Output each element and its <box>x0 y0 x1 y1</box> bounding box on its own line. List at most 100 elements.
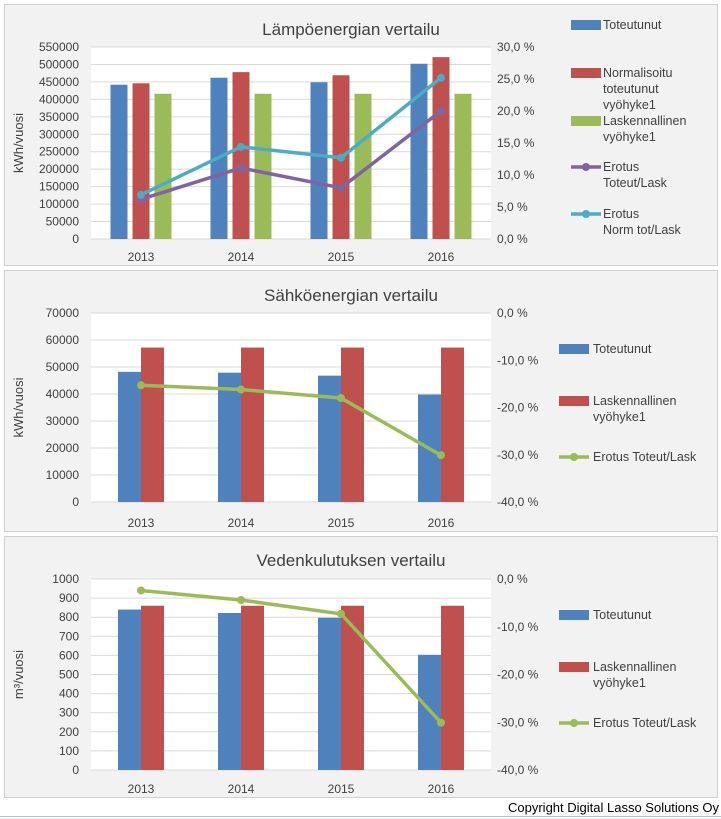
plot-area <box>91 47 491 239</box>
y-tick-label: 1000 <box>52 572 79 586</box>
y2-tick-label: 0,0 % <box>497 306 528 320</box>
data-point <box>437 107 445 115</box>
y-tick-label: 700 <box>59 629 79 643</box>
legend-label: vyöhyke1 <box>593 676 646 690</box>
bar <box>341 605 364 770</box>
y-tick-label: 0 <box>72 763 79 777</box>
electricity-chart: 0 10000 20000 30000 40000 50000 60000 70000 -40,… <box>11 286 697 530</box>
legend-swatch <box>559 662 589 672</box>
y2-tick-label: -10,0 % <box>497 353 539 367</box>
y-tick-label: 60000 <box>46 333 80 347</box>
y-tick-label: 400 <box>59 687 79 701</box>
legend-swatch <box>571 20 601 30</box>
legend-label: Norm tot/Lask <box>603 223 682 237</box>
x-tick-label: 2016 <box>428 250 455 264</box>
legend-label: Toteutunut <box>593 608 652 622</box>
x-tick-label: 2016 <box>428 516 455 530</box>
y2-tick-label: -30,0 % <box>497 448 539 462</box>
copyright-text: Copyright Digital Lasso Solutions Oy <box>508 800 719 815</box>
legend-label: vyöhyke1 <box>603 98 656 112</box>
y-tick-label: 500 <box>59 668 79 682</box>
legend-label: Erotus Toteut/Lask <box>593 716 697 730</box>
legend-label: Erotus <box>603 207 639 221</box>
series-line <box>140 383 442 457</box>
x-tick-label: 2014 <box>228 250 255 264</box>
x-tick-label: 2015 <box>328 516 355 530</box>
y-tick-label: 800 <box>59 610 79 624</box>
bar <box>141 605 164 770</box>
y-tick-label: 900 <box>59 591 79 605</box>
heat-energy-chart: 0 50000 100000 150000 200000 250000 300000 3500… <box>11 18 686 264</box>
x-tick-label: 2014 <box>228 782 255 796</box>
legend-swatch <box>559 610 589 620</box>
bar <box>410 63 428 239</box>
data-point <box>137 190 145 199</box>
legend-label: Laskennallinen <box>593 660 676 674</box>
y-tick-label: 300 <box>59 706 79 720</box>
bar <box>118 609 141 770</box>
bar <box>441 605 464 770</box>
data-point <box>237 385 245 394</box>
legend-label: Normalisoitu <box>603 66 673 80</box>
y-tick-label: 40000 <box>46 387 80 401</box>
x-tick-label: 2013 <box>128 782 155 796</box>
y2-tick-label: 0,0 % <box>497 572 528 586</box>
y-tick-label: 200 <box>59 725 79 739</box>
y-tick-label: 150000 <box>39 180 79 194</box>
bar <box>110 84 128 240</box>
y-tick-label: 0 <box>72 495 79 509</box>
x-tick-label: 2013 <box>128 250 155 264</box>
legend-marker <box>570 719 578 727</box>
legend-label: vyöhyke1 <box>593 410 646 424</box>
legend-label: Erotus <box>603 160 639 174</box>
bar <box>132 83 150 240</box>
y2-tick-label: 5,0 % <box>497 200 528 214</box>
y2-tick-label: 0,0 % <box>497 232 528 246</box>
data-point <box>437 718 445 727</box>
legend-swatch <box>559 396 589 406</box>
legend-label: Toteutunut <box>603 18 662 32</box>
legend-label: Laskennallinen <box>603 114 686 128</box>
bar <box>154 93 172 239</box>
y2-tick-label: -20,0 % <box>497 401 539 415</box>
y-tick-label: 200000 <box>39 162 79 176</box>
water-chart: 0 100 200 300 400 500 600 700 800 900 1000 -40,0 % -… <box>11 551 697 796</box>
bar <box>118 371 141 502</box>
series-line <box>140 109 443 201</box>
y-tick-label: 550000 <box>39 40 79 54</box>
bar <box>241 605 264 770</box>
data-point <box>337 394 345 403</box>
legend-marker <box>582 163 590 171</box>
y-tick-label: 50000 <box>46 360 80 374</box>
legend-label: Toteut/Lask <box>603 176 668 190</box>
y-tick-label: 100 <box>59 744 79 758</box>
heat-energy-chart-panel: 0 50000 100000 150000 200000 250000 300000 3500… <box>4 4 718 266</box>
y-tick-label: 600 <box>59 648 79 662</box>
legend-label: Erotus Toteut/Lask <box>593 450 697 464</box>
bar <box>218 612 241 770</box>
water-chart-panel: 0 100 200 300 400 500 600 700 800 900 1000 -40,0 % -… <box>4 536 718 798</box>
x-tick-label: 2016 <box>428 782 455 796</box>
bottom-divider <box>0 816 721 817</box>
y-tick-label: 30000 <box>46 414 80 428</box>
y-tick-label: 350000 <box>39 110 79 124</box>
data-point <box>437 73 445 82</box>
chart-title: Lämpöenergian vertailu <box>262 20 440 39</box>
legend-label: vyöhyke1 <box>603 130 656 144</box>
chart-title: Sähköenergian vertailu <box>264 286 438 305</box>
legend-marker <box>582 210 590 218</box>
y-tick-label: 70000 <box>46 306 80 320</box>
y2-tick-label: 15,0 % <box>497 136 535 150</box>
y2-tick-label: -20,0 % <box>497 668 539 682</box>
bar <box>441 347 464 502</box>
chart-title: Vedenkulutuksen vertailu <box>256 551 445 570</box>
legend-swatch <box>571 116 601 126</box>
y2-tick-label: 10,0 % <box>497 168 535 182</box>
bar <box>254 93 272 239</box>
y-tick-label: 500000 <box>39 57 79 71</box>
y-tick-label: 400000 <box>39 92 79 106</box>
bar <box>241 347 264 502</box>
bar <box>141 347 164 502</box>
data-point <box>337 153 345 162</box>
y-tick-label: 450000 <box>39 75 79 89</box>
